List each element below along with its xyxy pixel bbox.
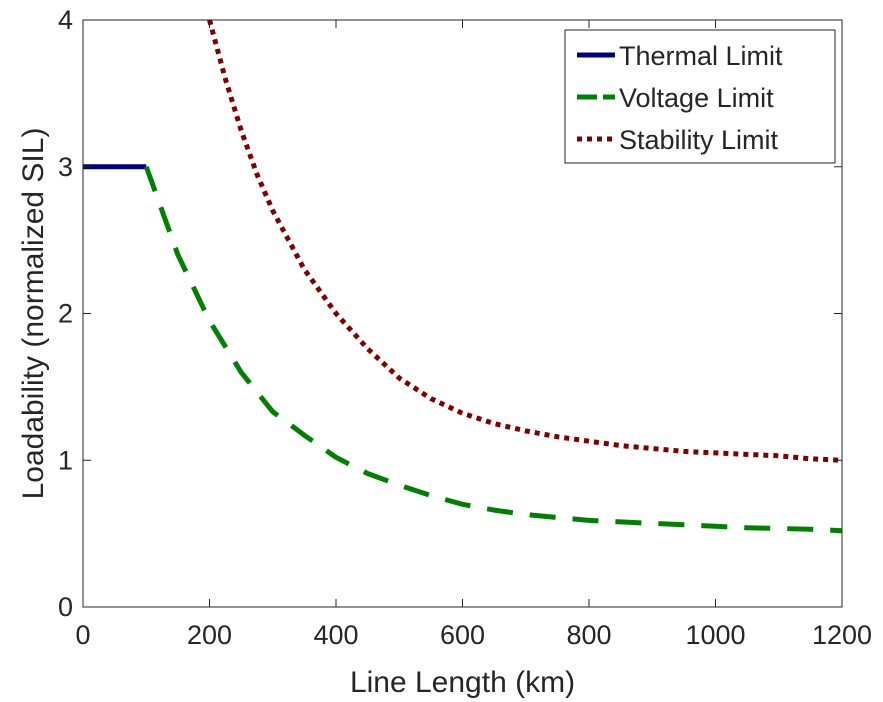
x-tick-label: 200	[187, 620, 232, 650]
legend-label-voltage-limit: Voltage Limit	[619, 83, 774, 113]
series-line-stability-limit	[207, 20, 842, 463]
x-tick-label: 1200	[812, 620, 872, 650]
series-line-voltage-limit	[143, 165, 842, 534]
y-axis-label: Loadability (normalized SIL)	[17, 128, 50, 500]
y-tick-label: 0	[58, 592, 73, 622]
x-tick-label: 600	[440, 620, 485, 650]
y-tick-label: 2	[58, 299, 73, 329]
x-tick-label: 800	[566, 620, 611, 650]
x-tick-label: 400	[313, 620, 358, 650]
x-axis-label: Line Length (km)	[350, 666, 575, 699]
legend-label-stability-limit: Stability Limit	[619, 125, 779, 155]
x-tick-label: 0	[75, 620, 90, 650]
y-tick-label: 1	[58, 445, 73, 475]
x-tick-label: 1000	[685, 620, 745, 650]
y-tick-label: 3	[58, 152, 73, 182]
y-tick-label: 4	[58, 5, 73, 35]
legend-label-thermal-limit: Thermal Limit	[619, 41, 783, 71]
